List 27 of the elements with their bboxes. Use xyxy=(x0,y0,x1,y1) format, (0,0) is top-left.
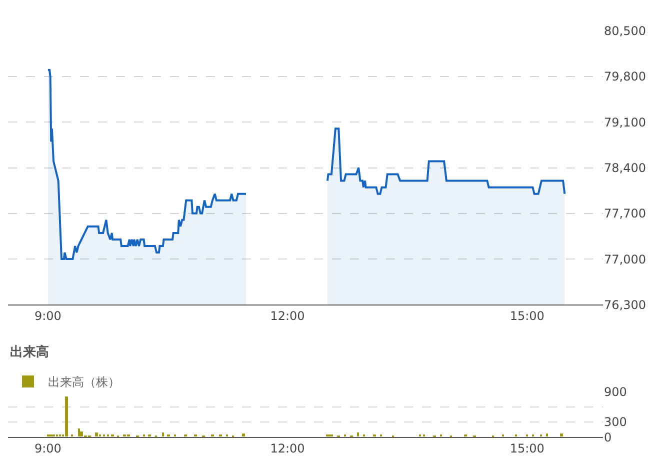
x-tick-label: 12:00 xyxy=(270,309,305,324)
bar xyxy=(162,432,164,437)
x-tick-label: 9:00 xyxy=(34,309,62,324)
x-tick-label: 15:00 xyxy=(510,442,544,456)
y-tick-label: 80,500 xyxy=(604,24,646,38)
y-tick-label: 78,400 xyxy=(604,160,646,175)
y-tick-label: 79,800 xyxy=(604,70,646,84)
legend-label: 出来高（株） xyxy=(48,375,120,390)
y-tick-label: 0 xyxy=(604,430,612,444)
x-tick-label: 15:00 xyxy=(510,309,544,324)
bar xyxy=(65,396,68,437)
y-tick-label: 77,000 xyxy=(604,252,646,266)
bar xyxy=(546,434,548,437)
bar xyxy=(560,434,563,437)
x-tick-label: 9:00 xyxy=(34,442,62,456)
bar xyxy=(95,432,98,437)
y-tick-label: 77,700 xyxy=(604,206,646,221)
y-tick-label: 76,300 xyxy=(604,298,646,312)
bar xyxy=(357,432,359,437)
y-tick-label: 300 xyxy=(604,415,627,430)
bar xyxy=(242,434,245,437)
x-tick-label: 12:00 xyxy=(270,442,305,456)
bar xyxy=(80,432,83,437)
chart-title: 出来高 xyxy=(10,344,49,360)
y-tick-label: 900 xyxy=(604,384,627,399)
y-tick-label: 79,100 xyxy=(604,115,646,130)
bar xyxy=(78,428,80,437)
